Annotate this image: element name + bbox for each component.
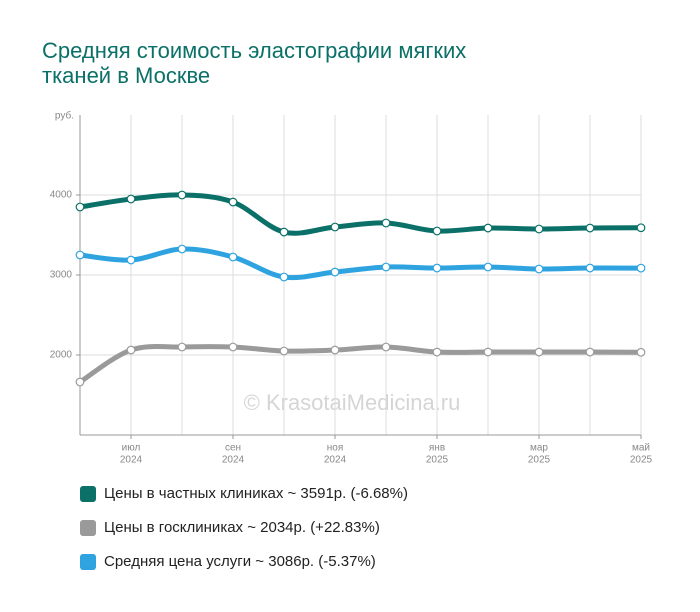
x-tick-label: 2024	[120, 455, 143, 466]
point	[585, 263, 595, 273]
point	[432, 347, 442, 357]
point	[279, 227, 289, 237]
point	[75, 250, 85, 260]
legend-swatch	[80, 554, 96, 570]
x-tick-label: ноя	[327, 443, 344, 454]
point	[585, 223, 595, 233]
point	[636, 263, 646, 273]
point	[432, 226, 442, 236]
point	[279, 346, 289, 356]
chart-title: тканей в Москве	[42, 63, 210, 88]
point	[330, 222, 340, 232]
legend-swatch	[80, 486, 96, 502]
point	[228, 342, 238, 352]
x-tick-label: 2025	[426, 455, 449, 466]
x-tick-label: 2024	[222, 455, 245, 466]
point	[636, 223, 646, 233]
series-line	[77, 246, 644, 281]
point	[381, 342, 391, 352]
point	[126, 255, 136, 265]
point	[126, 194, 136, 204]
x-tick-label: 2025	[630, 455, 653, 466]
legend-label: Средняя цена услуги ~ 3086р. (-5.37%)	[104, 553, 376, 570]
point	[330, 345, 340, 355]
point	[432, 263, 442, 273]
point	[483, 347, 493, 357]
point	[330, 267, 340, 277]
watermark: © KrasotaiMedicina.ru	[244, 390, 461, 415]
point	[381, 262, 391, 272]
point	[75, 202, 85, 212]
point	[534, 264, 544, 274]
y-unit: руб.	[55, 110, 74, 122]
x-tick-label: 2025	[528, 455, 551, 466]
x-tick-label: май	[632, 443, 650, 454]
x-tick-label: июл	[122, 443, 141, 454]
point	[636, 347, 646, 357]
series-line	[77, 344, 644, 385]
chart-title: Средняя стоимость эластографии мягких	[42, 38, 466, 63]
point	[483, 262, 493, 272]
point	[126, 345, 136, 355]
point	[177, 190, 187, 200]
point	[228, 252, 238, 262]
point	[585, 347, 595, 357]
point	[534, 224, 544, 234]
y-tick-label: 4000	[50, 190, 73, 201]
point	[279, 272, 289, 282]
x-tick-label: мар	[530, 443, 548, 454]
point	[228, 197, 238, 207]
point	[483, 223, 493, 233]
series-line	[77, 192, 644, 236]
x-tick-label: 2024	[324, 455, 347, 466]
legend-label: Цены в частных клиниках ~ 3591р. (-6.68%…	[104, 485, 408, 502]
point	[75, 377, 85, 387]
point	[534, 347, 544, 357]
y-tick-label: 3000	[50, 270, 73, 281]
x-tick-label: янв	[429, 443, 445, 454]
legend-label: Цены в госклиниках ~ 2034р. (+22.83%)	[104, 519, 380, 536]
legend-swatch	[80, 520, 96, 536]
point	[177, 244, 187, 254]
y-tick-label: 2000	[50, 350, 73, 361]
x-tick-label: сен	[225, 443, 241, 454]
point	[177, 342, 187, 352]
point	[381, 218, 391, 228]
